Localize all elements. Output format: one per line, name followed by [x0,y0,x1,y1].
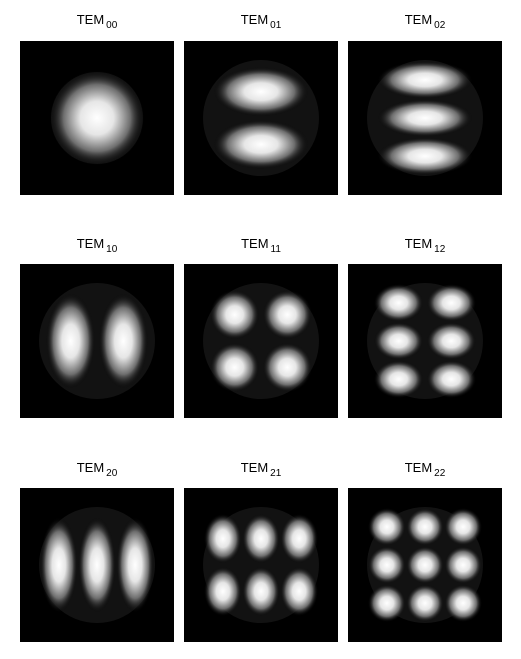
mode-lobe [444,507,483,546]
mode-lobe [405,545,445,585]
mode-lobe [377,137,473,176]
mode-label: TEM 22 [404,460,446,479]
mode-lobe [213,119,309,170]
mode-label-subscript: 20 [106,468,118,479]
mode-lobe [209,342,260,393]
mode-lobe [444,545,483,585]
mode-intensity-plot [203,507,319,623]
mode-label: TEM 00 [76,12,118,31]
mode-label: TEM 21 [240,460,282,479]
mode-label-subscript: 11 [270,244,281,255]
mode-label-base: TEM [241,236,269,251]
mode-label-base: TEM [76,236,105,251]
mode-lobe [280,513,319,564]
mode-label: TEM 12 [404,236,446,255]
mode-label: TEM 11 [241,236,281,255]
mode-lobe [77,517,117,613]
mode-intensity-panel [348,41,502,195]
mode-lobe [203,566,242,617]
mode-lobe [373,283,424,322]
mode-lobe [203,513,242,564]
mode-lobe [373,360,424,399]
mode-intensity-plot [39,507,155,623]
mode-lobe [367,507,406,546]
mode-intensity-plot [39,283,155,399]
mode-label-base: TEM [240,12,269,27]
mode-intensity-plot [367,283,483,399]
mode-lobe [241,513,281,564]
mode-label: TEM 01 [240,12,282,31]
mode-label-base: TEM [76,460,105,475]
mode-intensity-panel [184,488,338,642]
mode-lobe [373,321,424,361]
mode-lobe [426,360,477,399]
mode-lobe [405,507,445,546]
mode-lobe [444,584,483,623]
mode-intensity-panel [20,264,174,418]
mode-label: TEM 20 [76,460,118,479]
mode-intensity-plot [367,60,483,176]
mode-intensity-plot [49,70,145,166]
mode-intensity-panel [20,488,174,642]
mode-lobe [280,566,319,617]
mode-label-subscript: 12 [434,244,446,255]
mode-lobe [377,98,473,138]
mode-lobe [49,70,145,166]
mode-lobe [405,584,445,623]
mode-label-subscript: 22 [434,468,446,479]
mode-lobe [262,342,313,393]
mode-label-base: TEM [404,236,433,251]
mode-lobe [367,545,406,585]
mode-label-subscript: 10 [106,244,118,255]
mode-lobe [426,321,477,361]
mode-intensity-plot [203,283,319,399]
mode-lobe [262,289,313,340]
mode-label-base: TEM [404,460,433,475]
mode-lobe [377,60,473,99]
mode-intensity-panel [20,41,174,195]
mode-lobe [213,66,309,117]
mode-lobe [209,289,260,340]
mode-intensity-panel [184,264,338,418]
mode-label: TEM 10 [76,236,118,255]
mode-intensity-plot [203,60,319,176]
mode-label-base: TEM [404,12,433,27]
mode-lobe [98,293,149,389]
mode-label-subscript: 21 [270,468,282,479]
mode-intensity-panel [348,264,502,418]
mode-label-base: TEM [76,12,105,27]
mode-lobe [241,566,281,617]
mode-lobe [367,584,406,623]
mode-label-subscript: 02 [434,20,446,31]
mode-lobe [116,517,155,613]
mode-lobe [45,293,96,389]
mode-intensity-panel [348,488,502,642]
mode-lobe [39,517,78,613]
mode-intensity-plot [367,507,483,623]
mode-label-subscript: 01 [270,20,282,31]
mode-lobe [426,283,477,322]
mode-intensity-panel [184,41,338,195]
mode-label-subscript: 00 [106,20,118,31]
mode-label: TEM 02 [404,12,446,31]
mode-label-base: TEM [240,460,269,475]
